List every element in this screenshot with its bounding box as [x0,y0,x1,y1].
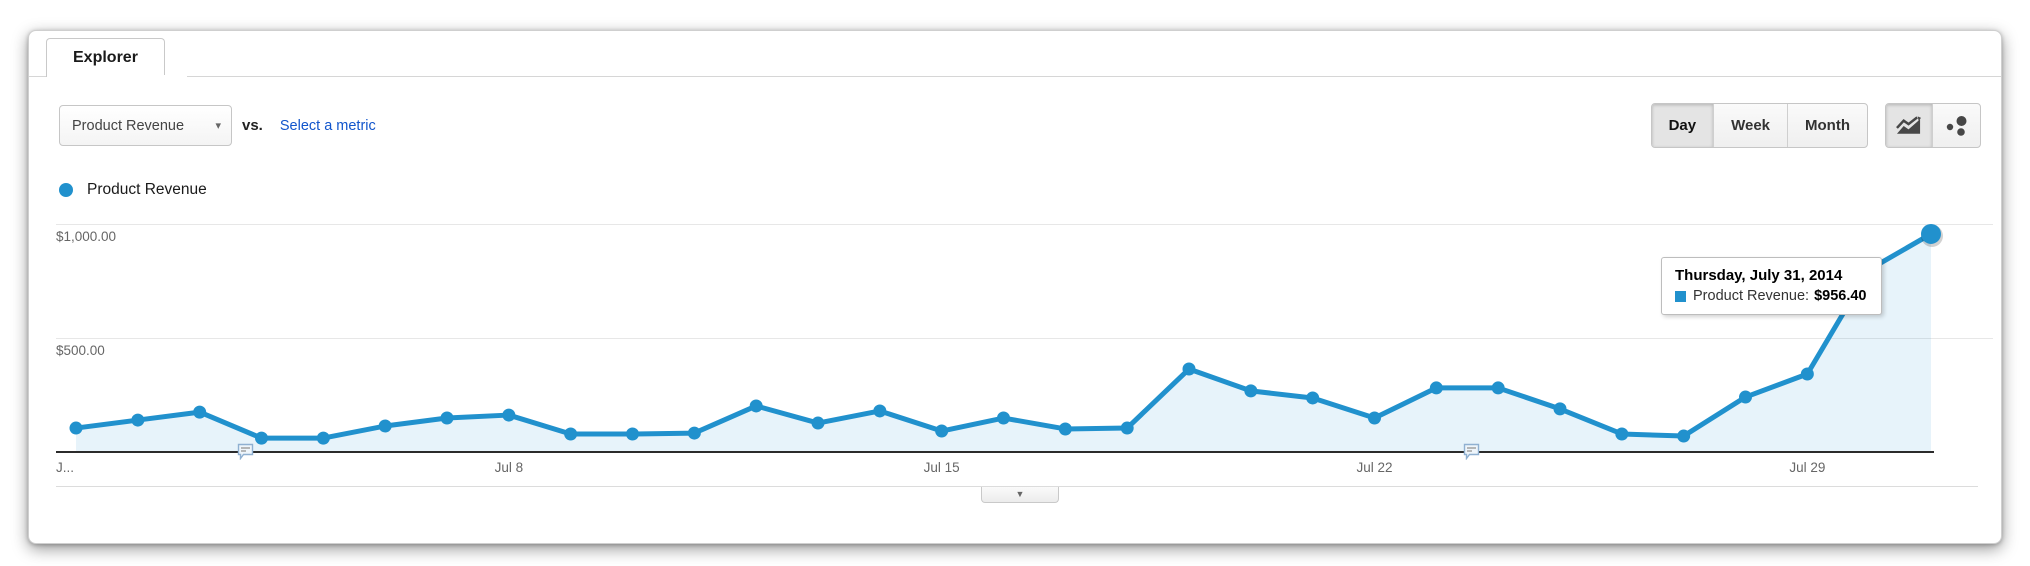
line-chart-type-button[interactable] [1886,104,1933,147]
metric-dropdown[interactable]: Product Revenue ▾ [59,105,232,146]
header-divider [29,76,2001,77]
data-point[interactable] [1244,384,1258,398]
data-point[interactable] [1182,362,1196,376]
granularity-day-button[interactable]: Day [1651,104,1715,147]
data-point[interactable] [811,416,825,430]
granularity-week-button[interactable]: Week [1714,104,1789,147]
data-point[interactable] [1306,391,1320,405]
chart-type-segmented-control [1885,103,1981,148]
metric-dropdown-value: Product Revenue [72,117,185,134]
chevron-down-icon: ▾ [215,120,221,132]
tooltip-series-marker [1675,290,1686,302]
data-point[interactable] [997,411,1010,425]
data-point[interactable] [1677,429,1691,443]
data-point[interactable] [1429,381,1443,395]
line-chart-icon [1896,115,1922,134]
revenue-line-chart [56,223,1993,453]
motion-chart-icon [1946,115,1966,136]
data-point[interactable] [440,411,454,425]
data-point[interactable] [749,399,763,413]
data-point[interactable] [69,421,83,435]
data-point[interactable] [873,404,887,418]
granularity-month-button[interactable]: Month [1788,104,1867,147]
highlighted-data-point[interactable] [1921,223,1941,244]
tooltip-series-label: Product Revenue: [1693,288,1810,304]
data-point[interactable] [193,405,207,419]
data-point[interactable] [255,431,268,445]
data-point[interactable] [1739,390,1752,404]
granularity-segmented-control: Day Week Month [1650,103,1868,148]
data-point[interactable] [502,408,516,422]
annotation-icon[interactable] [237,443,254,461]
data-point[interactable] [687,426,701,440]
collapse-arrow-icon: ▼ [1015,489,1025,499]
revenue-line [73,231,1934,441]
vs-label: vs. [242,117,263,134]
tab-explorer[interactable]: Explorer [46,38,165,77]
tooltip-date: Thursday, July 31, 2014 [1675,267,1843,284]
data-point[interactable] [378,419,392,433]
data-point[interactable] [1491,381,1505,395]
data-point[interactable] [316,431,330,445]
tooltip-value: $956.40 [1814,288,1867,304]
legend-series-dot [59,183,73,197]
data-point[interactable] [1615,427,1629,441]
data-point[interactable] [1368,411,1381,425]
select-metric-link[interactable]: Select a metric [279,117,376,134]
data-point-tooltip: Thursday, July 31, 2014 Product Revenue:… [1661,257,1882,315]
annotation-icon[interactable] [1463,443,1480,461]
data-point[interactable] [1800,367,1814,381]
collapse-chart-button[interactable]: ▼ [981,487,1059,503]
tab-explorer-label: Explorer [73,49,138,66]
x-axis-label: Jul 22 [1356,460,1393,475]
data-point[interactable] [1058,422,1072,436]
data-point[interactable] [1553,402,1567,416]
footer-divider [56,486,1978,487]
y-axis-label-1000: $1,000.00 [56,229,117,244]
chart-toolbar: Product Revenue ▾ vs. Select a metric Da… [59,103,1981,148]
data-point[interactable] [1120,421,1134,435]
y-axis-label-500: $500.00 [56,343,105,358]
x-axis-label: Jul 8 [494,460,524,475]
revenue-area-fill [76,233,1931,452]
chart-legend: Product Revenue [57,181,207,199]
x-axis-label: J... [56,460,75,475]
motion-chart-type-button[interactable] [1933,104,1980,147]
data-point[interactable] [131,413,145,427]
legend-series-label: Product Revenue [87,181,207,198]
data-point[interactable] [626,427,639,441]
x-axis-label: Jul 15 [923,460,960,475]
explorer-card: Explorer Product Revenue ▾ vs. Select a … [28,30,2002,544]
data-point[interactable] [564,427,578,441]
x-axis-label: Jul 29 [1789,460,1826,475]
data-point[interactable] [935,424,949,438]
